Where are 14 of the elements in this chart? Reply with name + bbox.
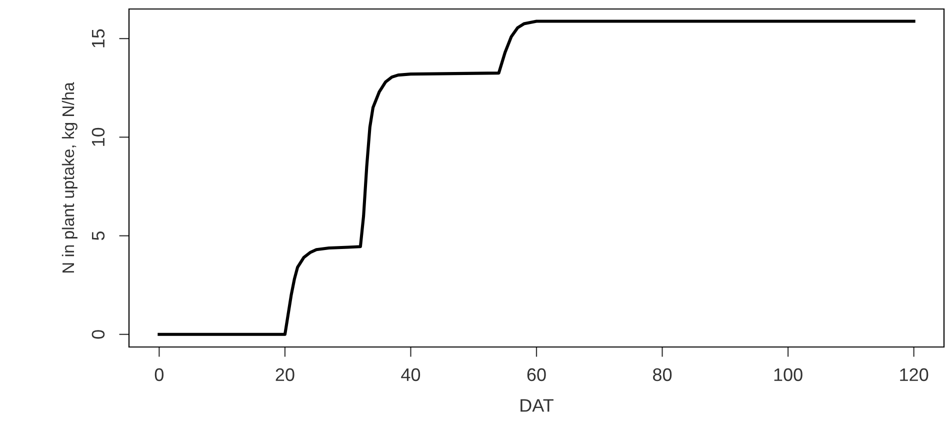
x-tick-label: 40 [401, 368, 420, 382]
y-tick-label: 0 [92, 330, 105, 339]
x-tick-label: 20 [276, 368, 294, 382]
x-tick-label: 80 [653, 368, 672, 382]
x-axis-title: DAT [520, 399, 554, 412]
line-series [158, 20, 916, 336]
y-tick-label: 15 [92, 29, 105, 48]
y-axis-title: N in plant uptake, kg N/ha [62, 82, 78, 273]
x-tick-label: 60 [527, 368, 546, 382]
y-tick-label: 5 [92, 232, 105, 240]
y-tick-label: 10 [92, 128, 105, 146]
x-tick-label: 0 [154, 368, 164, 382]
x-tick-label: 100 [774, 368, 802, 382]
x-tick-label: 120 [900, 368, 928, 382]
